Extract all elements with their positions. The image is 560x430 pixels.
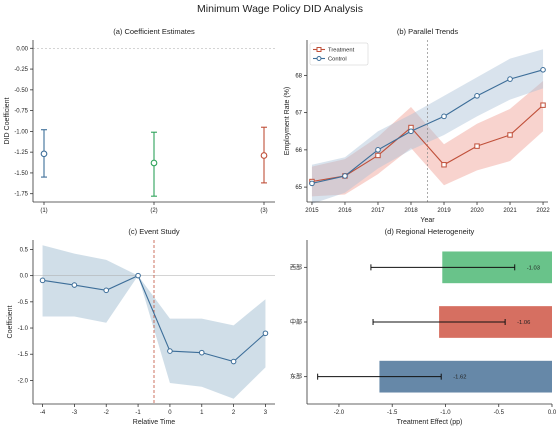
control-point [342,173,348,179]
treatment-point [441,162,447,168]
treatment-point [540,102,546,108]
coefficient-point [150,159,158,167]
coefficient-point [260,152,268,159]
y-tick-label: -0.5 [18,300,29,306]
y-tick-label: 68 [295,73,302,79]
y-axis-label: Coefficient [7,305,14,338]
treatment-point [474,143,480,149]
panel-regional-heterogeneity: (d) Regional Heterogeneity Treatment Effe… [290,227,557,426]
treatment-point [507,132,513,138]
control-point [474,93,480,99]
event-study-point [135,272,141,279]
y-tick-label: 65 [295,185,302,191]
x-axis-label: Treatment Effect (pp) [397,419,463,426]
event-study-point [230,358,237,365]
x-tick-label: 2019 [437,208,451,214]
legend-marker [316,47,322,52]
figure-suptitle: Minimum Wage Policy DID Analysis [197,3,363,15]
y-category-label: 西部 [290,263,302,271]
y-axis-label: Employment Rate (%) [284,87,291,155]
y-tick-label: 0.0 [20,274,29,280]
x-tick-label: 2017 [371,208,385,214]
x-tick-label: 0 [168,410,172,416]
x-tick-label: -2 [104,410,110,416]
bar-value-label: -1.03 [527,265,540,271]
event-study-point [198,349,205,356]
y-tick-label: -0.50 [14,88,28,94]
x-tick-label: -1.5 [387,410,398,416]
y-tick-label: -0.75 [14,109,28,115]
control-point [309,180,315,187]
y-tick-label: -1.25 [14,150,28,156]
y-tick-label: 0.5 [20,247,29,253]
x-tick-label: -1.0 [440,410,451,416]
panel-title: (c) Event Study [128,227,180,236]
x-tick-label: -0.5 [494,410,505,416]
y-category-label: 东部 [290,373,302,381]
x-tick-label: 2022 [536,208,550,214]
x-tick-label: (1) [40,208,47,214]
x-tick-label: 2015 [305,208,319,214]
series-line [311,104,544,183]
legend-label: Treatment [328,48,355,54]
panel-title: (d) Regional Heterogeneity [385,227,475,236]
x-axis-label: Year [420,217,435,224]
panel-title: (b) Parallel Trends [397,27,459,36]
bar-value-label: -1.62 [453,375,466,381]
event-study-point [262,330,269,337]
event-study-point [71,282,78,288]
x-tick-label: 3 [264,410,268,416]
legend-marker [316,56,322,61]
confidence-band [311,49,544,204]
series-line [311,69,544,184]
control-point [441,113,447,120]
legend-label: Control [328,57,347,63]
y-tick-label: 66 [295,148,302,154]
y-tick-label: -1.00 [14,129,28,135]
x-tick-label: 2018 [404,208,418,214]
x-tick-label: 2 [232,410,236,416]
event-study-point [39,277,46,284]
x-tick-label: (3) [260,208,267,214]
event-study-point [103,287,110,294]
y-tick-label: -1.0 [18,326,29,332]
legend-box [309,42,369,66]
x-axis-label: Relative Time [133,419,176,426]
x-tick-label: -3 [72,410,78,416]
x-tick-label: -1 [135,410,141,416]
y-tick-label: -1.5 [18,352,29,358]
x-tick-label: 2020 [470,208,484,214]
legend: Treatment Control [309,42,369,66]
control-point [408,128,414,135]
x-tick-label: 0.0 [548,410,557,416]
x-tick-label: -4 [40,410,46,416]
x-tick-label: -2.0 [334,410,345,416]
coefficient-point [40,150,48,158]
panel-parallel-trends: (b) Parallel Trends Year Employment Rate (… [284,27,550,224]
x-tick-label: (2) [150,208,157,214]
panel-event-study: (c) Event Study Relative Time Coefficient 0… [7,227,275,426]
x-tick-label: 2021 [503,208,517,214]
confidence-band [311,80,544,197]
event-study-line [42,274,266,363]
y-tick-label: 67 [295,111,302,117]
bar-value-label: -1.06 [517,320,530,326]
y-tick-label: -1.75 [14,192,28,198]
y-category-label: 中部 [290,318,302,326]
control-point [375,147,381,153]
x-tick-label: 1 [200,410,204,416]
control-point [507,76,513,82]
y-tick-label: -2.0 [18,378,29,384]
y-tick-label: 0.00 [16,46,28,52]
panel-coefficient-estimates: (a) Coefficient Estimates DID Coefficient… [4,27,275,214]
y-tick-label: -0.25 [14,67,28,73]
treatment-point [375,152,381,159]
control-point [540,66,546,73]
y-axis-label: DID Coefficient [4,97,11,144]
event-study-point [167,348,173,354]
y-tick-label: -1.50 [14,171,28,177]
panel-title: (a) Coefficient Estimates [113,27,195,36]
x-tick-label: 2016 [338,208,352,214]
